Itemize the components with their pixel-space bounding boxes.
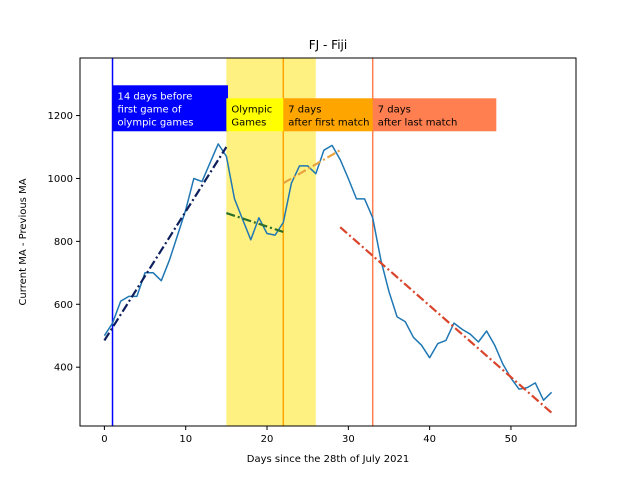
y-axis-label: Current MA - Previous MA (18, 178, 29, 305)
annotation-text-0-0: 14 days before (118, 91, 193, 102)
trend-line-2 (282, 149, 341, 185)
annotation-box-2 (283, 98, 375, 132)
x-tick-label-40: 40 (423, 434, 436, 445)
x-tick-label-20: 20 (261, 434, 274, 445)
x-tick-label-30: 30 (342, 434, 355, 445)
plot-frame (79, 57, 577, 427)
x-axis-label: Days since the 28th of July 2021 (247, 454, 409, 465)
y-axis: 400 600 800 1000 1200 (48, 111, 80, 374)
annotation-text-3-0: 7 days (378, 104, 411, 115)
y-tick-label-800: 800 (54, 237, 73, 248)
annotation-text-1-1: Games (231, 117, 266, 128)
annotation-1: Olympic Games (226, 98, 286, 132)
annotation-text-3-1: after last match (378, 117, 458, 128)
annotation-0: 14 days before first game of olympic games (112, 85, 228, 132)
y-tick-label-600: 600 (54, 300, 73, 311)
y-tick-label-1200: 1200 (48, 111, 73, 122)
chart-title: FJ - Fiji (309, 38, 347, 52)
series-line-0 (103, 143, 553, 401)
annotation-box-1 (226, 98, 286, 132)
x-tick-label-0: 0 (101, 434, 107, 445)
x-tick-label-10: 10 (179, 434, 192, 445)
x-tick-label-50: 50 (505, 434, 518, 445)
trend-line-3 (339, 226, 553, 414)
y-tick-label-1000: 1000 (48, 174, 73, 185)
x-axis: 0 10 20 30 40 50 (101, 426, 517, 445)
annotation-box-0 (112, 85, 228, 132)
annotation-3: 7 days after last match (372, 98, 497, 132)
annotation-text-0-2: olympic games (118, 117, 194, 128)
annotation-text-2-1: after first match (288, 117, 369, 128)
trend-line-1 (226, 212, 284, 233)
annotation-text-0-1: first game of (118, 104, 182, 115)
annotation-2: 7 days after first match (283, 98, 375, 132)
trend-line-0 (103, 146, 228, 342)
annotation-text-2-0: 7 days (288, 104, 321, 115)
y-tick-label-400: 400 (54, 363, 73, 374)
annotation-text-1-0: Olympic (231, 104, 272, 115)
annotation-box-3 (372, 98, 497, 132)
